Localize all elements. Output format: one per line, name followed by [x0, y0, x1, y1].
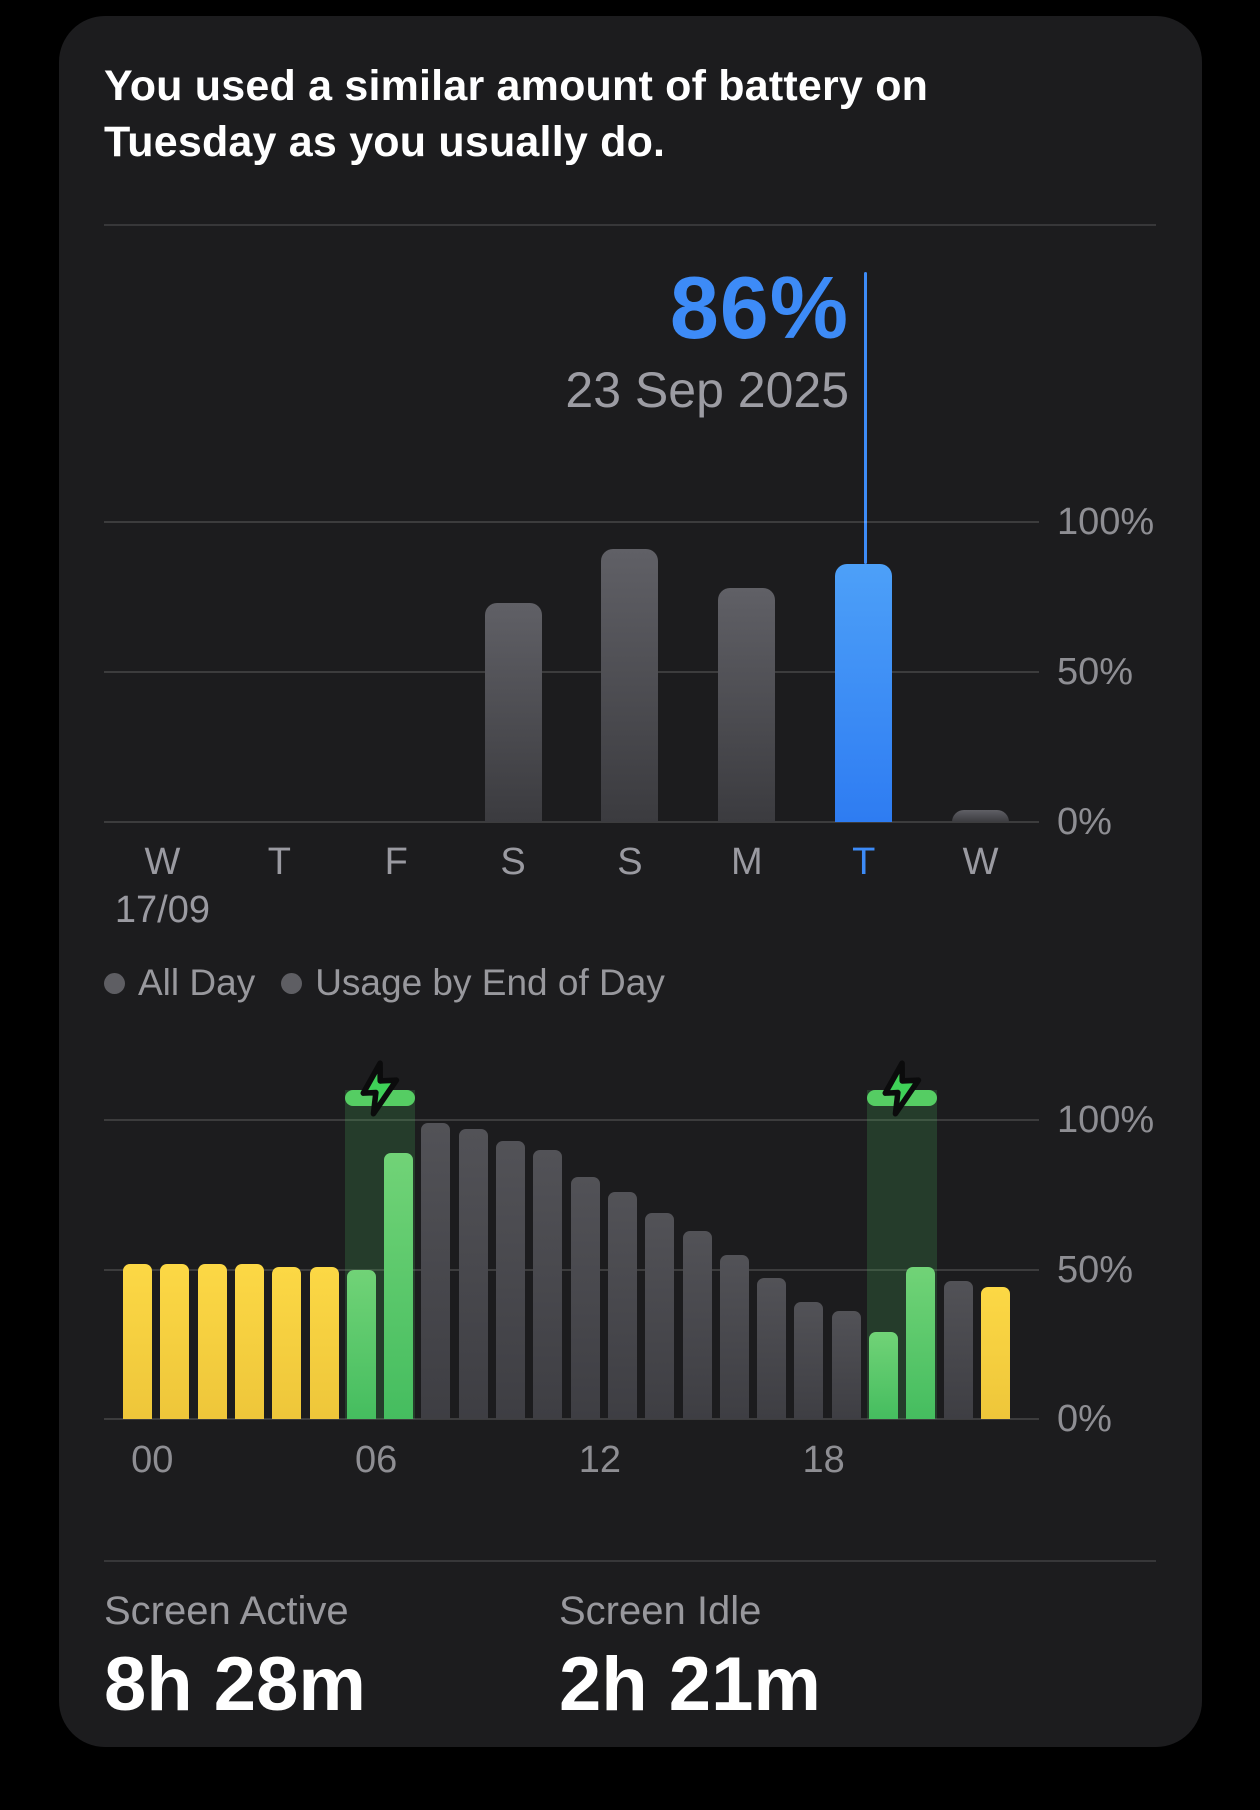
charging-bolt-icon: [348, 1056, 412, 1120]
gridline-100: [104, 521, 1039, 523]
gridline-0: [104, 1418, 1039, 1420]
gridline-100: [104, 1119, 1039, 1121]
hourly-bar-1[interactable]: [160, 1263, 190, 1419]
hourly-bar-12[interactable]: [570, 1176, 600, 1419]
charging-bolt-icon: [870, 1056, 934, 1120]
legend-label: Usage by End of Day: [315, 962, 665, 1003]
usage-by-end-of-day-dot-icon: [281, 972, 303, 994]
day-label-f-2[interactable]: F: [384, 841, 408, 883]
hourly-bar-0[interactable]: [123, 1263, 152, 1419]
hourly-bar-10[interactable]: [496, 1140, 525, 1419]
y-axis-label-50: 50%: [1057, 651, 1134, 693]
hourly-bar-13[interactable]: [607, 1191, 637, 1419]
selected-day-callout: 86% 23 Sep 2025: [59, 258, 849, 419]
hourly-bar-14[interactable]: [645, 1212, 675, 1419]
weekly-day-axis: W 17/09 T F S S M T W: [104, 840, 1039, 950]
screen-idle-label: Screen Idle: [559, 1589, 762, 1633]
hourly-bar-16[interactable]: [719, 1254, 749, 1419]
weekly-bar-s-4[interactable]: [601, 549, 659, 822]
hourly-bar-7[interactable]: [384, 1152, 414, 1419]
hourly-bar-17[interactable]: [757, 1278, 787, 1419]
day-label-t-6[interactable]: T: [852, 841, 876, 883]
hour-label-06: 06: [354, 1439, 398, 1481]
legend-item-usage-by-end-of-day: Usage by End of Day: [281, 962, 665, 1004]
hourly-bar-5[interactable]: [309, 1266, 339, 1419]
screen-active-stat: Screen Active 8h 28m: [104, 1588, 366, 1728]
weekly-battery-usage-chart[interactable]: 100% 50% 0%: [104, 501, 1154, 843]
day-label-s-3[interactable]: S: [500, 841, 526, 883]
hourly-bar-23[interactable]: [980, 1287, 1010, 1419]
day-label-t-1[interactable]: T: [267, 841, 291, 883]
battery-usage-card: You used a similar amount of battery on …: [59, 16, 1202, 1747]
hourly-bar-21[interactable]: [906, 1266, 936, 1419]
hourly-bar-3[interactable]: [234, 1263, 264, 1419]
hourly-bar-9[interactable]: [458, 1128, 488, 1419]
y-axis-label-50: 50%: [1057, 1248, 1134, 1291]
y-axis-label-0: 0%: [1057, 801, 1112, 843]
day-label-m-5[interactable]: M: [730, 841, 763, 883]
day-label-w-7[interactable]: W: [962, 841, 999, 883]
y-axis-label-0: 0%: [1057, 1398, 1112, 1440]
y-axis-label-100: 100%: [1057, 501, 1155, 543]
screen-idle-value: 2h 21m: [559, 1642, 821, 1727]
gridline-50: [104, 671, 1039, 673]
usage-summary-text: You used a similar amount of battery on …: [104, 62, 929, 166]
screen-active-label: Screen Active: [104, 1589, 349, 1633]
usage-legend: All Day Usage by End of Day: [104, 962, 665, 1004]
stats-divider: [104, 1560, 1156, 1562]
hourly-bar-2[interactable]: [197, 1263, 227, 1419]
weekly-bar-m-5[interactable]: [718, 588, 776, 822]
selected-day-value: 86%: [669, 258, 849, 357]
day-sublabel-17-09: 17/09: [114, 889, 210, 931]
hourly-bar-4[interactable]: [272, 1266, 302, 1419]
hourly-bar-18[interactable]: [794, 1302, 824, 1419]
hour-label-18: 18: [802, 1439, 845, 1481]
daily-battery-level-chart[interactable]: 100% 50% 0% 00 06 12 18: [104, 1060, 1154, 1481]
selection-indicator-line: [864, 272, 867, 564]
hourly-bar-19[interactable]: [831, 1311, 861, 1419]
gridline-0: [104, 821, 1039, 823]
screen-active-value: 8h 28m: [104, 1642, 366, 1727]
weekly-bar-w-7[interactable]: [952, 810, 1010, 822]
hourly-bar-22[interactable]: [943, 1281, 973, 1419]
selected-day-date: 23 Sep 2025: [565, 362, 849, 418]
hourly-bar-11[interactable]: [533, 1149, 563, 1419]
weekly-bar-t-6[interactable]: [835, 564, 893, 822]
all-day-dot-icon: [104, 972, 125, 994]
legend-label: All Day: [138, 962, 256, 1003]
hourly-bar-20[interactable]: [869, 1332, 898, 1419]
hour-label-00: 00: [131, 1439, 174, 1481]
legend-item-all-day: All Day: [104, 962, 255, 1004]
y-axis-label-100: 100%: [1057, 1099, 1155, 1141]
hour-label-12: 12: [578, 1439, 622, 1481]
day-label-w-0[interactable]: W: [144, 841, 181, 883]
day-label-s-4[interactable]: S: [617, 841, 643, 883]
header-divider: [104, 224, 1156, 226]
hourly-bar-8[interactable]: [421, 1123, 451, 1419]
hourly-bar-15[interactable]: [682, 1230, 712, 1419]
weekly-bar-s-3[interactable]: [484, 603, 542, 822]
hourly-bar-6[interactable]: [346, 1269, 376, 1419]
screen-idle-stat: Screen Idle 2h 21m: [559, 1588, 821, 1728]
